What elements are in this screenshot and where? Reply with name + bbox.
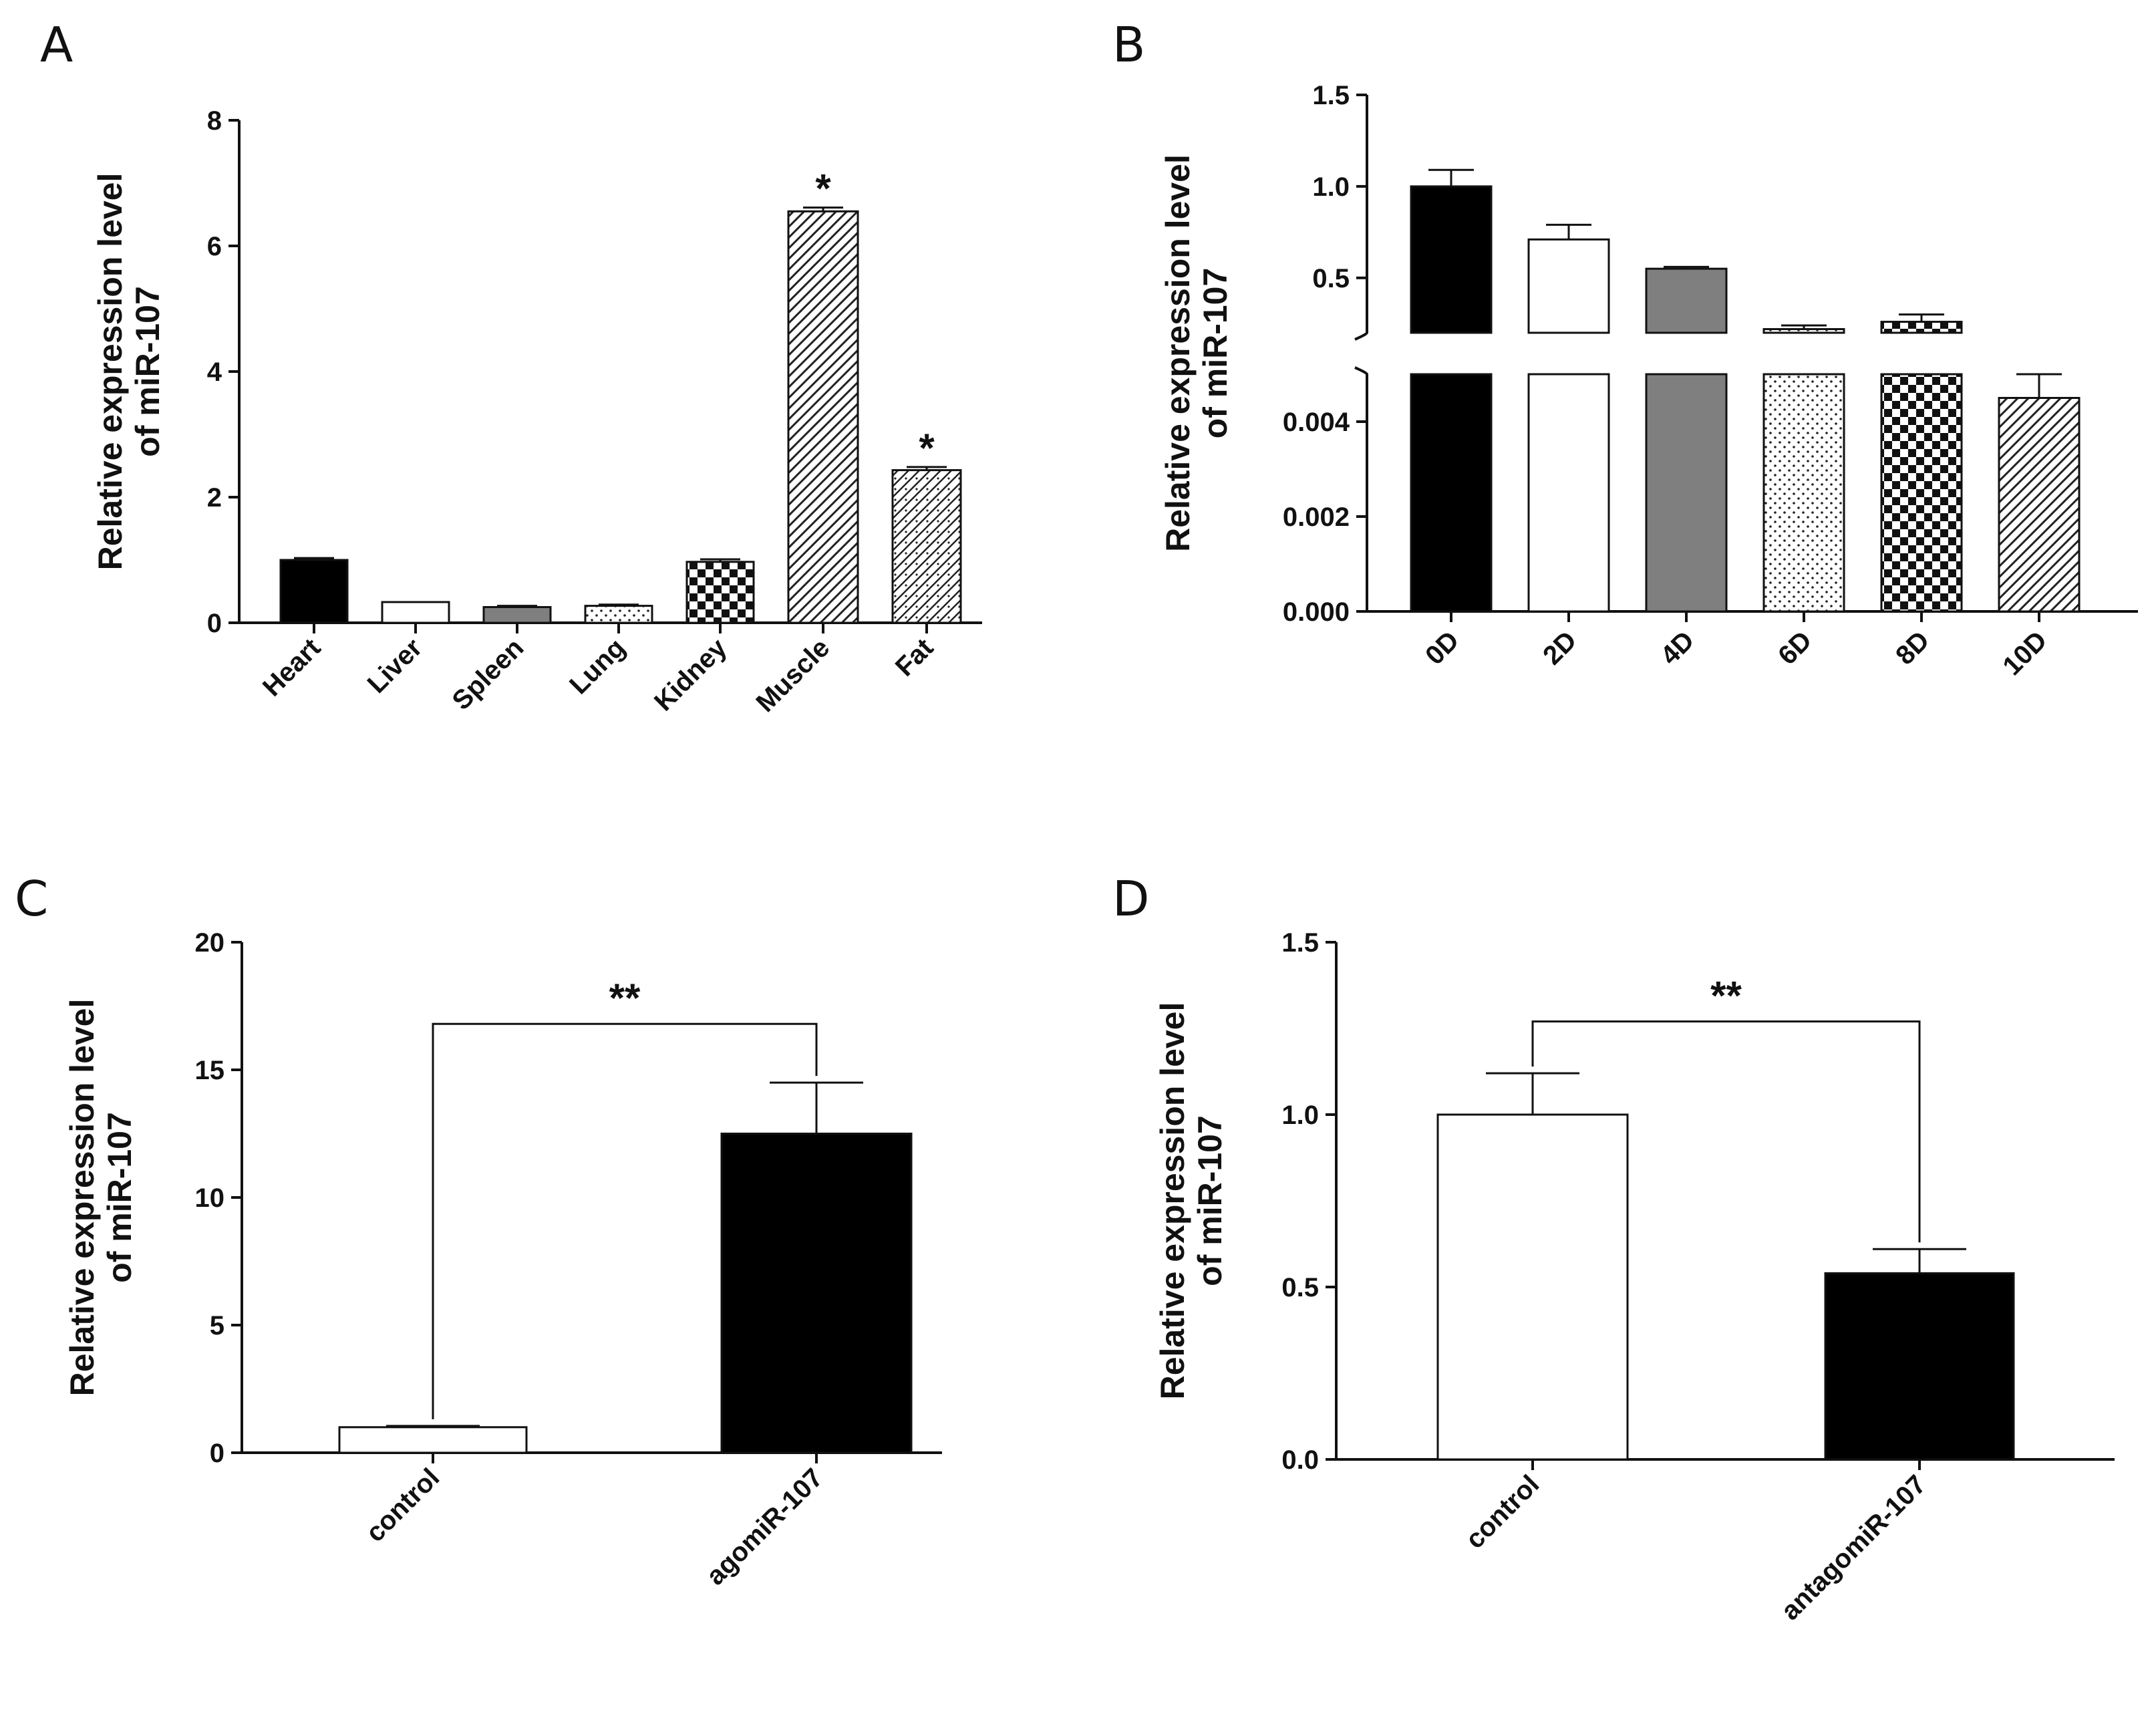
panel-b-bar-lower-0D [1410,373,1493,613]
panel-a-bar-Kidney [685,561,755,624]
panel-a-bar-Liver [381,601,450,624]
panel-d-bracket [1531,1020,1921,1243]
panel-b-bar-upper-6D [1762,328,1845,334]
panel-c-ytick-label: 5 [210,1311,224,1340]
panel-c-ytick-label: 15 [195,1056,225,1085]
panel-b-axis-break-upper [1354,332,1368,341]
panel-c-category-control: control [360,1463,445,1548]
panel-c-ylabel-line1: Relative expression level [63,999,101,1397]
panel-b-bar-10D [1998,397,2081,613]
panel-d-category-control: control [1460,1469,1545,1554]
panel-a-category-Liver: Liver [362,633,428,699]
panel-c: C 0 5 10 15 20 control agomiR-107 ** Relative ex… [15,871,942,1591]
panel-d-ytick-label: 1.5 [1281,928,1319,958]
panel-a-significance-Muscle: * [815,166,831,211]
panel-c-bracket [432,1022,818,1419]
panel-b-bar-upper-0D [1410,185,1493,334]
panel-b-ytick-label-lower: 0.004 [1283,408,1350,437]
panel-b-category-10D: 10D [1997,625,2052,681]
panel-a-letter: A [40,17,73,73]
panel-b-bar-lower-6D [1762,373,1845,613]
panel-b-ytick-label-upper: 0.5 [1312,264,1350,293]
panel-d-bar-antagomiR-107 [1824,1272,2015,1461]
panel-a-bar-Fat [891,469,962,624]
panel-a-bar-Heart [279,559,349,624]
panel-c-letter: C [15,871,48,927]
panel-a-ytick-label: 6 [207,232,222,261]
panel-d-ylabel-line2: of miR-107 [1191,1115,1229,1286]
panel-c-category-agomiR-107: agomiR-107 [701,1463,828,1590]
panel-c-ylabel-line2: of miR-107 [101,1112,138,1283]
panel-a-category-Heart: Heart [257,633,326,702]
panel-b-ytick-label-upper: 1.0 [1312,172,1350,202]
panel-a-bar-Spleen [482,606,552,624]
panel-b-ytick-label-upper: 1.5 [1312,81,1350,110]
panel-b-category-0D: 0D [1420,625,1465,670]
panel-c-significance: ** [609,976,641,1020]
panel-c-bar-agomiR-107 [720,1133,913,1454]
panel-a-ylabel-line2: of miR-107 [129,286,166,457]
panel-a-ytick-label: 8 [207,106,222,136]
panel-a-ylabel-line1: Relative expression level [92,173,129,571]
panel-d-bar-control [1436,1113,1629,1461]
panel-a-significance-Fat: * [919,426,935,470]
panel-a-bar-Lung [584,605,653,624]
panel-b-ytick-label-lower: 0.002 [1283,503,1350,532]
panel-a-category-Spleen: Spleen [447,633,530,716]
panel-b-ytick-label-lower: 0.000 [1283,597,1350,627]
panel-b-letter: B [1112,17,1145,73]
panel-b-bar-upper-4D [1645,267,1728,334]
panel-b-bar-upper-2D [1527,238,1610,334]
panel-d-ytick-label: 0.0 [1281,1445,1319,1475]
panel-d-ytick-label: 1.0 [1281,1101,1319,1130]
panel-b-ylabel-line2: of miR-107 [1197,268,1234,439]
panel-b-ylabel-line1: Relative expression level [1159,154,1197,552]
panel-a-category-Lung: Lung [564,633,631,700]
panel-d-significance: ** [1710,974,1742,1018]
panel-d: D 0.0 0.5 1.0 1.5 control antagomiR-107 ** Rela… [1112,871,2115,1626]
panel-c-bar-control [338,1426,528,1454]
panel-d-letter: D [1112,871,1149,927]
panel-a-ytick-label: 2 [207,483,222,513]
panel-b: B 0.5 1.0 1.5 0.000 0.002 0.004 0D 2D 4D 6D 8D 10D R… [1112,17,2138,681]
panel-b-bar-lower-2D [1527,373,1610,613]
panel-d-category-antagomiR-107: antagomiR-107 [1775,1469,1932,1626]
panel-a-category-Fat: Fat [890,633,939,682]
panel-b-category-6D: 6D [1773,625,1817,670]
panel-d-ytick-label: 0.5 [1281,1273,1319,1302]
panel-b-bar-upper-8D [1880,321,1963,334]
panel-a-ytick-label: 0 [207,609,222,638]
panel-b-bar-lower-4D [1645,373,1728,613]
panel-b-category-4D: 4D [1655,625,1700,670]
panel-a-bar-Muscle [787,210,859,624]
panel-d-ylabel-line1: Relative expression level [1154,1002,1191,1400]
panel-b-category-2D: 2D [1537,625,1582,670]
panel-a-ytick-label: 4 [207,358,222,387]
panel-a-category-Muscle: Muscle [750,633,835,718]
panel-c-ytick-label: 20 [195,928,225,958]
panel-b-axis-break-lower [1354,366,1368,375]
panel-c-ytick-label: 10 [195,1183,225,1213]
panel-b-category-8D: 8D [1890,625,1935,670]
panel-b-bar-lower-8D [1880,373,1963,613]
panel-a: A 0 2 4 6 8 Heart Liver Spleen Lung Kidney Muscle *… [40,17,982,718]
panel-a-category-Kidney: Kidney [649,633,733,717]
panel-c-ytick-label: 0 [210,1439,224,1468]
